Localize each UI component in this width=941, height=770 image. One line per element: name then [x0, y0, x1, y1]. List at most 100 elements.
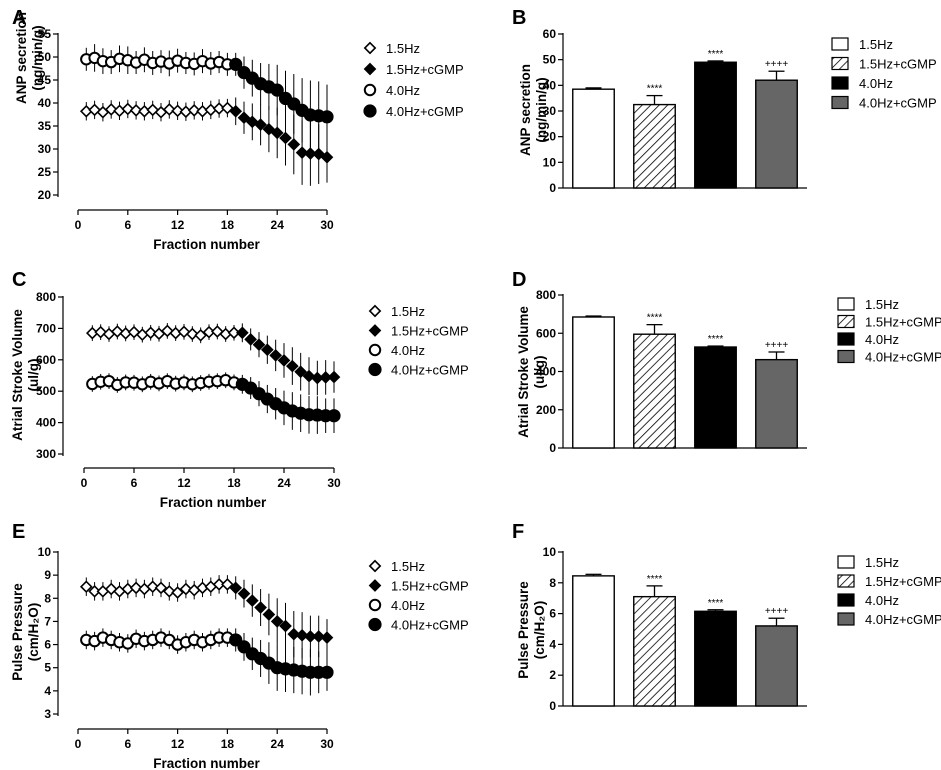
x-tick-label: 18 — [221, 218, 235, 232]
legend-marker — [368, 617, 382, 632]
series-4-0hz — [86, 372, 241, 393]
y-axis-label-line: (cm/H₂O) — [532, 601, 547, 660]
series-1-5hz-cgmp — [236, 323, 341, 396]
data-point — [237, 111, 251, 125]
panel-label: C — [12, 269, 26, 291]
x-axis-label: Fraction number — [160, 495, 267, 510]
y-axis-label-line: Atrial Stroke Volume — [516, 306, 531, 438]
bar-group-4-0hz-cgmp: ++++ — [755, 606, 798, 707]
legend-label: 1.5Hz — [859, 37, 893, 52]
legend-swatch — [837, 349, 855, 364]
y-tick-label: 400 — [36, 416, 56, 430]
y-axis-label: Atrial Stroke Volume(ul/g) — [10, 309, 41, 441]
data-point — [287, 627, 301, 641]
data-point — [88, 585, 101, 598]
bar — [572, 316, 615, 449]
legend-marker — [368, 343, 382, 357]
legend-swatch — [831, 56, 849, 71]
data-point — [104, 582, 118, 596]
legend-label: 4.0Hz — [391, 343, 425, 358]
series-1-5hz-cgmp — [229, 97, 334, 186]
y-axis-label: Pulse Pressure(cm/H₂O) — [10, 583, 41, 681]
legend-label: 4.0Hz+cGMP — [391, 618, 469, 633]
data-point — [186, 327, 199, 341]
y-tick-label: 300 — [36, 447, 56, 461]
y-axis-label-line: ANP secretion — [518, 64, 533, 156]
panel-label: F — [512, 521, 524, 543]
significance-label: ++++ — [765, 59, 789, 70]
data-point — [237, 587, 251, 600]
y-tick-label: 600 — [36, 353, 56, 367]
legend-marker — [363, 41, 377, 55]
data-point — [177, 325, 191, 339]
legend-label: 4.0Hz — [859, 76, 893, 91]
legend-label: 4.0Hz — [386, 83, 420, 98]
bar-group-4-0hz: **** — [694, 49, 737, 189]
y-tick-label: 8 — [549, 576, 556, 590]
bar-group-4-0hz: **** — [694, 334, 737, 449]
y-tick-label: 10 — [543, 155, 557, 169]
x-tick-label: 6 — [124, 218, 131, 232]
y-tick-label: 55 — [38, 27, 52, 41]
data-point — [295, 146, 309, 160]
data-point — [269, 349, 282, 362]
data-point — [327, 370, 341, 384]
y-tick-label: 30 — [38, 142, 52, 156]
legend-label: 1.5Hz+cGMP — [865, 574, 941, 589]
legend-label: 1.5Hz+cGMP — [865, 315, 941, 330]
legend-label: 1.5Hz+cGMP — [859, 57, 937, 72]
legend-label: 4.0Hz+cGMP — [386, 104, 464, 119]
data-point — [227, 326, 241, 340]
data-point — [279, 131, 292, 145]
data-point — [187, 104, 201, 117]
bar — [694, 610, 737, 707]
x-tick-label: 0 — [75, 737, 82, 751]
data-point — [212, 578, 226, 591]
data-point — [262, 122, 276, 136]
y-tick-label: 60 — [543, 27, 557, 41]
legend-label: 1.5Hz+cGMP — [391, 324, 469, 339]
legend-swatch — [837, 297, 855, 311]
data-point — [312, 630, 326, 643]
y-tick-label: 0 — [549, 441, 556, 455]
bar-group-1-5hz — [572, 573, 615, 707]
y-tick-label: 4 — [549, 637, 556, 651]
data-point — [254, 601, 267, 614]
bar — [572, 575, 615, 707]
data-point — [113, 104, 126, 118]
legend-label: 1.5Hz — [386, 41, 420, 56]
y-axis-label-line: (ng/min/g) — [30, 25, 45, 90]
legend: 1.5Hz 1.5Hz+cGMP 4.0Hz 4.0Hz+cGMP — [368, 559, 469, 633]
y-axis-label: Atrial Stroke Volume(ul/g) — [516, 306, 547, 438]
data-point — [179, 582, 193, 596]
significance-label: **** — [647, 574, 663, 585]
chart-panel-d: D 0 200 400 600 800 Atrial Stroke Volume(ul/g)… — [512, 269, 941, 455]
data-point — [254, 118, 267, 131]
x-tick-label: 30 — [320, 218, 334, 232]
data-point — [262, 608, 276, 621]
x-tick-label: 12 — [171, 218, 185, 232]
bar — [633, 103, 676, 189]
legend-label: 1.5Hz — [865, 555, 899, 570]
data-point — [244, 333, 257, 346]
data-point — [162, 103, 176, 116]
data-point — [104, 103, 118, 116]
bar-group-1-5hz-cgmp: **** — [633, 84, 676, 189]
series-1-5hz — [79, 575, 234, 602]
data-point — [252, 338, 266, 352]
y-tick-label: 10 — [38, 545, 52, 559]
y-axis-label: ANP secretion(ng/min/g) — [14, 12, 45, 104]
legend-swatch — [831, 76, 849, 90]
data-point — [277, 354, 291, 367]
legend-swatch — [837, 314, 855, 329]
x-tick-label: 12 — [171, 737, 185, 751]
legend: 1.5Hz 1.5Hz+cGMP 4.0Hz 4.0Hz+cGMP — [837, 555, 941, 627]
x-tick-label: 6 — [131, 476, 138, 490]
y-tick-label: 25 — [38, 165, 52, 179]
y-axis-label-line: (cm/H₂O) — [26, 603, 41, 662]
x-axis-label: Fraction number — [153, 237, 260, 252]
legend-swatch — [831, 37, 849, 51]
legend-label: 1.5Hz — [391, 559, 425, 574]
legend-label: 1.5Hz — [391, 304, 425, 319]
legend-label: 4.0Hz — [391, 598, 425, 613]
